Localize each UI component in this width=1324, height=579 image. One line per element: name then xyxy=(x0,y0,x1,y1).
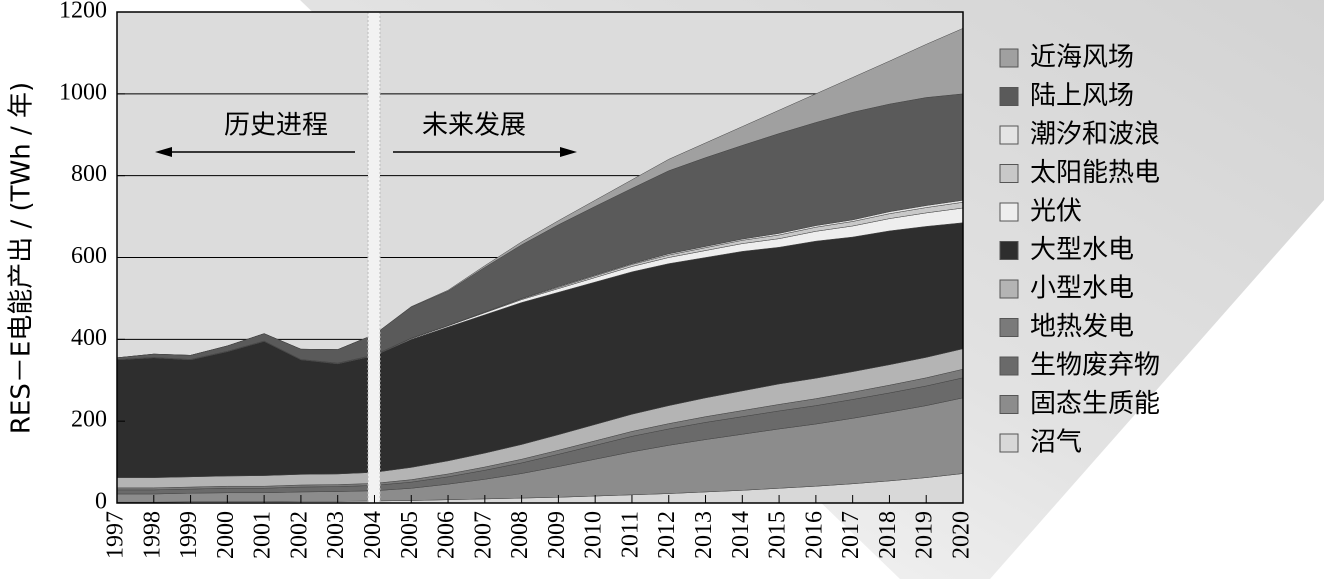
legend-swatch xyxy=(999,433,1019,453)
legend-label: 太阳能热电 xyxy=(1030,158,1160,188)
x-tick-label: 2002 xyxy=(286,511,312,559)
legend-label: 近海风场 xyxy=(1030,43,1134,73)
x-tick-label: 2018 xyxy=(875,511,901,559)
legend-label: 陆上风场 xyxy=(1030,81,1134,111)
x-tick-label: 2020 xyxy=(949,511,975,559)
legend-swatch xyxy=(999,164,1019,183)
arrow-head xyxy=(560,147,577,157)
legend-label: 沼气 xyxy=(1030,428,1082,458)
x-tick-label: 1998 xyxy=(139,511,165,559)
y-tick-label: 1200 xyxy=(59,0,107,24)
x-tick-label: 2003 xyxy=(323,511,349,559)
period-divider xyxy=(367,11,381,504)
x-tick-label: 2010 xyxy=(581,511,607,559)
x-tick-label: 2005 xyxy=(397,511,423,559)
x-tick-label: 2008 xyxy=(507,511,533,559)
y-axis-label: RES－E电能产出 / (TWh / 年) xyxy=(7,82,37,434)
x-tick-label: 2001 xyxy=(250,511,276,559)
arrow-head xyxy=(155,147,172,157)
y-tick-label: 800 xyxy=(71,161,107,187)
legend-label: 小型水电 xyxy=(1030,274,1134,304)
x-tick-label: 2013 xyxy=(691,511,717,559)
legend-label: 固态生质能 xyxy=(1030,389,1160,419)
x-tick-label: 2014 xyxy=(728,511,754,559)
y-tick-label: 200 xyxy=(71,407,107,433)
y-tick-label: 0 xyxy=(95,489,107,515)
legend-label: 生物废弃物 xyxy=(1030,351,1160,381)
x-tick-label: 2015 xyxy=(765,511,791,559)
legend-swatch xyxy=(999,395,1019,414)
x-tick-label: 2009 xyxy=(544,511,570,559)
y-tick-label: 600 xyxy=(71,243,107,269)
annotation: 未来发展 xyxy=(422,111,526,141)
legend-swatch xyxy=(999,318,1019,337)
legend-label: 潮汐和波浪 xyxy=(1030,120,1160,150)
legend-swatch xyxy=(999,241,1019,260)
legend-swatch xyxy=(999,356,1019,376)
x-tick-label: 1997 xyxy=(103,511,129,559)
legend-swatch xyxy=(999,125,1019,145)
x-tick-label: 2017 xyxy=(838,511,864,559)
y-tick-label: 400 xyxy=(71,325,107,351)
x-tick-label: 2019 xyxy=(912,511,938,559)
x-tick-label: 2000 xyxy=(213,511,239,559)
x-tick-label: 2011 xyxy=(617,511,643,558)
x-tick-label: 2006 xyxy=(434,511,460,559)
x-tick-label: 2016 xyxy=(801,511,827,559)
x-tick-label: 2004 xyxy=(360,511,386,559)
legend-swatch xyxy=(999,202,1019,222)
x-tick-label: 2007 xyxy=(470,511,496,559)
x-tick-label: 1999 xyxy=(176,511,202,559)
legend-label: 地热发电 xyxy=(1030,312,1134,342)
legend-swatch xyxy=(999,87,1019,106)
legend-swatch xyxy=(999,279,1019,299)
legend-label: 光伏 xyxy=(1030,197,1082,227)
y-tick-label: 1000 xyxy=(59,79,107,105)
legend-swatch xyxy=(999,48,1019,68)
x-tick-label: 2012 xyxy=(654,511,680,559)
legend-label: 大型水电 xyxy=(1030,235,1134,265)
annotation: 历史进程 xyxy=(224,111,328,141)
